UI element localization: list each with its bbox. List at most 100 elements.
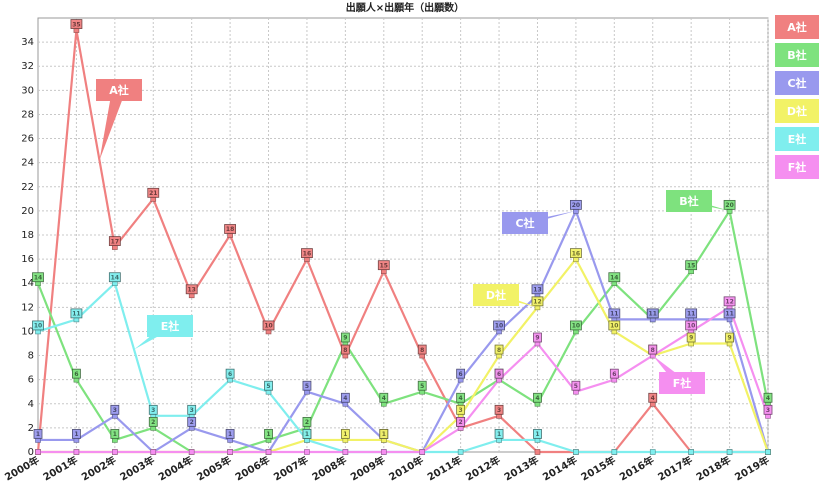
data-label: 10 xyxy=(495,323,503,330)
legend-swatch xyxy=(775,15,819,39)
legend-label: F社 xyxy=(788,160,807,174)
data-label-box xyxy=(723,308,736,319)
data-label-box xyxy=(110,429,120,439)
data-label: 2 xyxy=(305,419,309,426)
callout-box xyxy=(659,372,705,394)
y-tick-label: 10 xyxy=(21,326,34,337)
data-label-box xyxy=(110,404,120,415)
x-tick-label: 2002年 xyxy=(79,453,118,483)
data-label: 14 xyxy=(111,274,119,281)
data-label-box xyxy=(32,320,44,331)
data-label-box xyxy=(494,368,504,379)
series-line xyxy=(38,306,770,454)
data-label: 1 xyxy=(36,431,40,438)
x-tick-label: 2018年 xyxy=(694,453,733,483)
y-tick-label: 28 xyxy=(21,109,34,120)
data-label-box xyxy=(379,429,389,439)
data-label: 1 xyxy=(266,431,270,438)
data-point xyxy=(457,449,464,455)
y-tick-label: 34 xyxy=(21,37,34,48)
data-label: 16 xyxy=(303,250,311,257)
legend-label: E社 xyxy=(788,132,807,146)
data-label-box xyxy=(494,429,504,439)
data-label: 15 xyxy=(687,262,695,269)
callout-pointer xyxy=(682,201,730,211)
data-label-box xyxy=(72,429,81,439)
data-label: 4 xyxy=(766,395,770,402)
data-label-box xyxy=(723,199,736,210)
callouts: A社 B社 C社 D社 E社 F社 xyxy=(96,79,730,394)
data-label-box xyxy=(147,187,160,198)
series-lines xyxy=(35,27,771,455)
legend-label: D社 xyxy=(787,104,807,118)
data-label: 21 xyxy=(149,190,157,197)
data-label-box xyxy=(686,332,696,343)
data-label: 35 xyxy=(72,21,80,28)
data-label-box xyxy=(608,308,621,319)
data-label: 8 xyxy=(420,347,424,354)
y-tick-label: 6 xyxy=(28,375,34,386)
data-label-box xyxy=(533,429,542,439)
data-label-box xyxy=(417,344,427,355)
data-label-box xyxy=(456,404,466,415)
callout-pointer xyxy=(134,326,177,350)
data-label: 8 xyxy=(651,347,655,354)
data-label-box xyxy=(33,429,43,439)
data-label-box xyxy=(264,380,273,391)
data-label-box xyxy=(148,416,158,427)
data-label-box xyxy=(225,368,235,379)
data-label: 15 xyxy=(380,262,388,269)
data-label-box xyxy=(302,416,312,427)
data-label-box xyxy=(225,429,235,439)
data-point xyxy=(573,449,579,455)
x-tick-label: 2001年 xyxy=(41,453,80,483)
x-tick-label: 2011年 xyxy=(425,453,464,483)
data-label-box xyxy=(494,344,504,355)
grid xyxy=(37,17,769,453)
data-label-box xyxy=(608,272,621,283)
x-tick-label: 2005年 xyxy=(194,453,233,483)
data-label-box xyxy=(456,392,466,403)
data-label-box xyxy=(32,272,44,283)
callout-box xyxy=(666,190,712,212)
callout-box xyxy=(502,212,548,234)
data-point xyxy=(188,449,195,455)
legend[interactable]: A社 B社 C社 D社 E社 F社 xyxy=(775,15,819,179)
x-tick-label: 2006年 xyxy=(233,453,272,483)
data-label-box xyxy=(302,429,312,439)
data-label-box xyxy=(569,199,582,210)
data-label-box xyxy=(685,320,698,331)
data-label-box xyxy=(302,380,312,391)
legend-swatch xyxy=(775,71,819,95)
x-tick-label: 2012年 xyxy=(463,453,502,483)
data-label: 16 xyxy=(572,250,580,257)
legend-swatch xyxy=(775,155,819,179)
data-label: 5 xyxy=(420,383,424,390)
x-tick-label: 2009年 xyxy=(348,453,387,483)
data-point xyxy=(35,449,41,455)
callout-label: F社 xyxy=(673,376,692,390)
data-label-box xyxy=(531,284,544,295)
callout-label: C社 xyxy=(515,216,534,230)
data-label-box xyxy=(417,380,427,391)
data-label: 1 xyxy=(535,431,539,438)
data-label-box xyxy=(108,272,121,283)
data-label-box xyxy=(723,296,736,307)
data-label: 14 xyxy=(610,274,618,281)
data-label: 2 xyxy=(459,419,463,426)
data-label: 11 xyxy=(687,311,695,318)
x-tick-label: 2014年 xyxy=(540,453,579,483)
data-label: 6 xyxy=(228,371,232,378)
data-label: 11 xyxy=(610,311,618,318)
data-label-box xyxy=(571,380,581,391)
y-tick-label: 22 xyxy=(21,182,34,193)
data-label: 3 xyxy=(459,407,463,414)
data-label: 3 xyxy=(190,407,194,414)
y-tick-label: 4 xyxy=(28,399,34,410)
data-labels: 3517211318101681582341461212945464101411… xyxy=(32,19,773,439)
data-label-box xyxy=(340,392,350,403)
data-point xyxy=(150,449,157,455)
data-label-box xyxy=(340,429,350,439)
data-label-box xyxy=(264,429,273,439)
callout-pointer xyxy=(99,90,126,161)
